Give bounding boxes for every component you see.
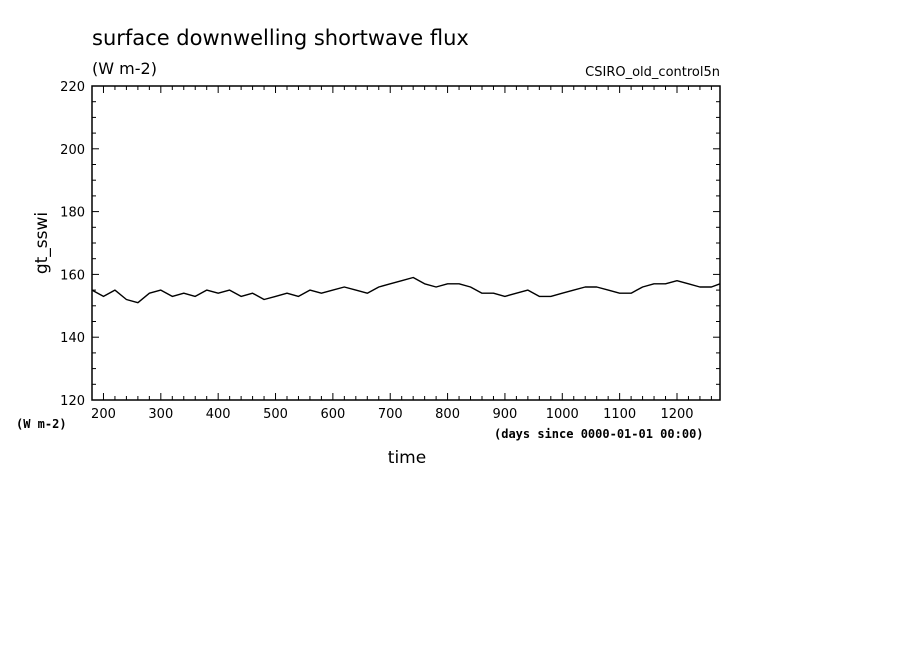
y-tick-label: 200 [60, 143, 85, 158]
x-tick-label: 1100 [603, 407, 636, 422]
source-label: CSIRO_old_control5n [585, 65, 720, 80]
x-axis-label: time [388, 448, 426, 468]
x-tick-label: 700 [378, 407, 403, 422]
y-tick-label: 160 [60, 268, 85, 283]
y-tick-label: 120 [60, 394, 85, 409]
series-line [91, 276, 721, 304]
x-tick-label: 1000 [546, 407, 579, 422]
y-tick-label: 180 [60, 206, 85, 221]
x-units-label: (days since 0000-01-01 00:00) [494, 427, 704, 441]
plot-frame [91, 85, 721, 401]
x-tick-label: 800 [435, 407, 460, 422]
x-tick-label: 1200 [660, 407, 693, 422]
x-tick-label: 600 [320, 407, 345, 422]
chart-units: (W m-2) [92, 59, 157, 78]
x-tick-label: 300 [148, 407, 173, 422]
x-axis: 200 300 400 500 600 700 800 900 1000 1100 1200 [91, 86, 712, 422]
y-units-label: (W m-2) [16, 417, 67, 431]
x-tick-label: 500 [263, 407, 288, 422]
y-axis-label: gt_sswi [32, 212, 52, 274]
chart-title: surface downwelling shortwave flux [92, 26, 469, 50]
series-layer [91, 276, 721, 304]
x-tick-label: 200 [91, 407, 116, 422]
y-axis: 120 140 160 180 200 220 [60, 80, 720, 409]
x-tick-label: 900 [493, 407, 518, 422]
x-tick-label: 400 [206, 407, 231, 422]
y-tick-label: 140 [60, 331, 85, 346]
y-tick-label: 220 [60, 80, 85, 95]
